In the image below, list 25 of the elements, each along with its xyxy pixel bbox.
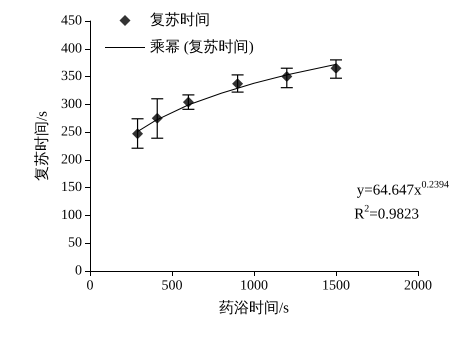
x-tick-label: 500	[162, 278, 182, 294]
x-tick-label: 2000	[404, 278, 432, 294]
y-tick-label: 300	[61, 96, 82, 112]
point	[132, 128, 144, 140]
y-tick-label: 150	[61, 180, 82, 196]
y-tick-label: 0	[75, 264, 82, 278]
point	[152, 112, 163, 124]
y-tick-label: 250	[61, 124, 82, 140]
point	[182, 96, 194, 108]
y-tick-label: 200	[61, 152, 82, 168]
y-tick-label: 350	[61, 69, 82, 84]
y-tick-label: 400	[61, 41, 82, 56]
x-axis-title: 药浴时间/s	[218, 300, 290, 316]
y-tick-label: 50	[68, 236, 82, 251]
y-tick-label: 450	[61, 14, 82, 28]
x-tick-label: 1500	[322, 278, 350, 294]
point	[330, 62, 342, 74]
y-tick-label: 100	[61, 208, 82, 223]
legend-label: 乘幂 (复苏时间)	[150, 38, 254, 56]
point	[232, 78, 244, 90]
x-tick-label: 0	[86, 278, 94, 294]
legend-label: 复苏时间	[150, 12, 210, 28]
y-axis-title: 复苏时间/s	[34, 110, 50, 182]
point	[281, 71, 292, 82]
x-tick-label: 1000	[240, 278, 268, 294]
